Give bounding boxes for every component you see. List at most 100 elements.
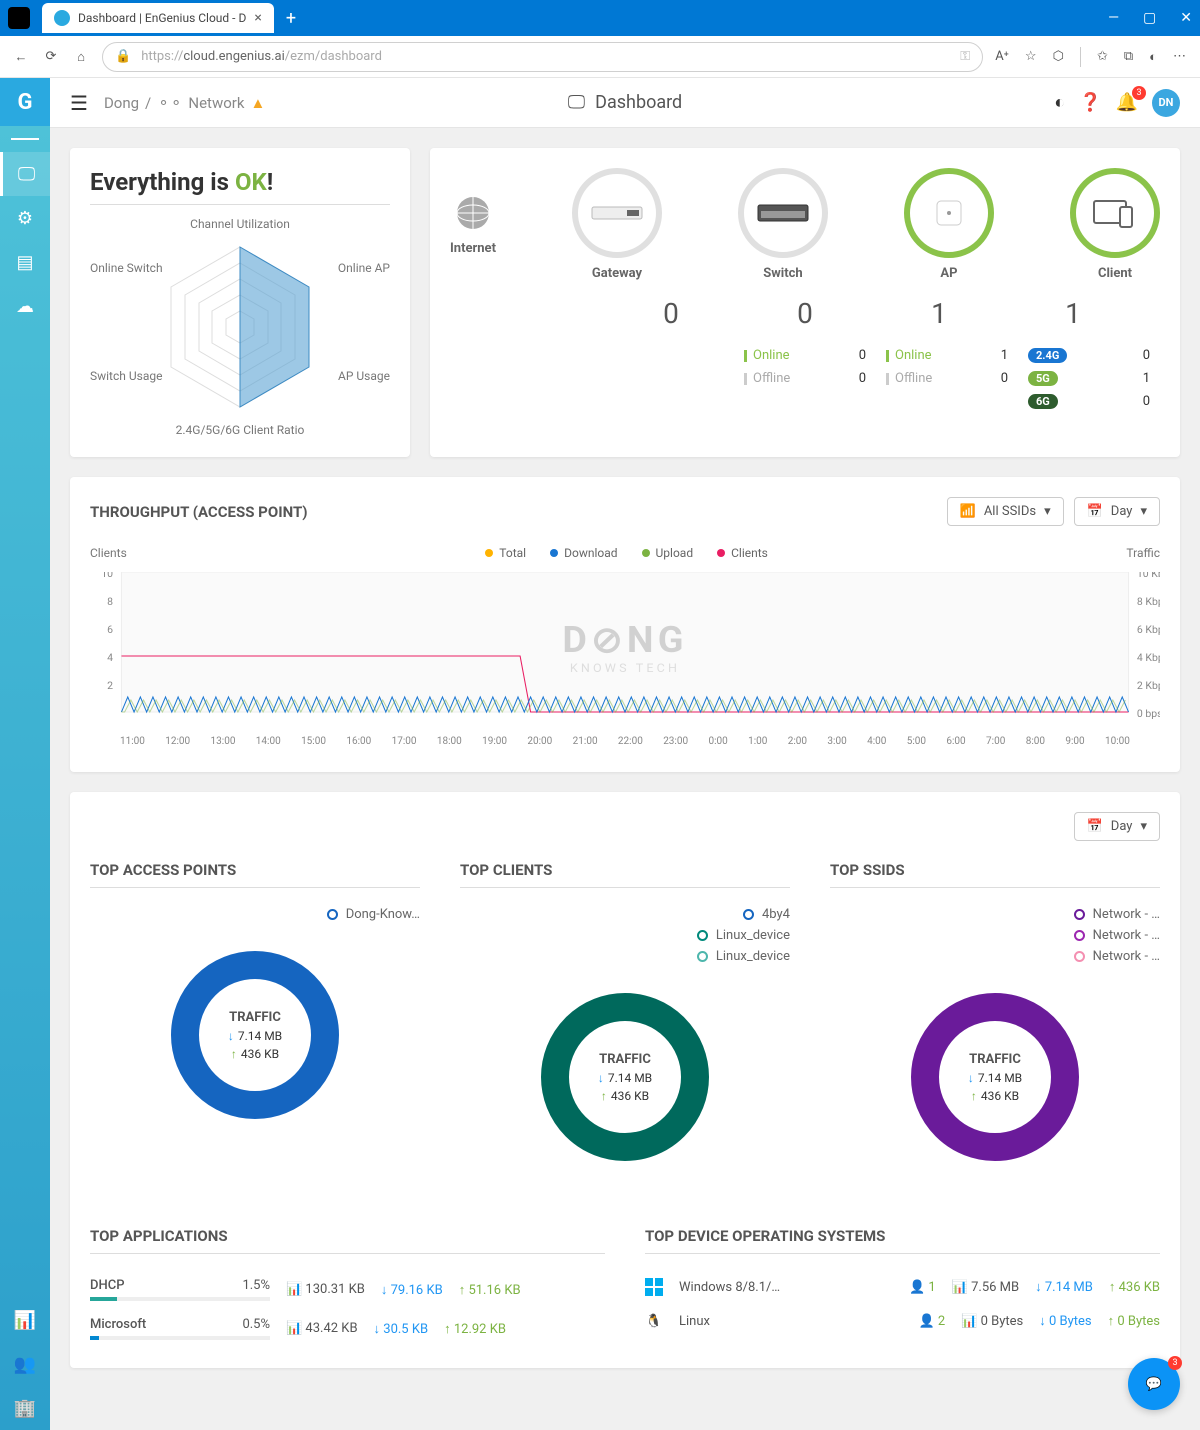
tops-legend-item[interactable]: 4by4 [460, 904, 790, 925]
topology-item[interactable]: Gateway [572, 168, 662, 281]
radar-label: Online Switch [90, 261, 163, 275]
topology-item[interactable]: Switch [738, 168, 828, 281]
browser-menu-icon[interactable]: ⋯ [1173, 49, 1188, 64]
favorites-bar-icon[interactable]: ✩ [1097, 49, 1108, 64]
topology-item[interactable]: AP [904, 168, 994, 281]
sidebar-building-icon[interactable]: 🏢 [0, 1386, 50, 1430]
sidebar-stats-icon[interactable]: 📊 [0, 1298, 50, 1342]
radar-label: Online AP [338, 261, 390, 275]
window-maximize-icon[interactable]: ▢ [1143, 10, 1156, 26]
password-key-icon[interactable]: ⚿ [960, 49, 970, 64]
svg-text:4: 4 [107, 651, 113, 664]
warning-icon[interactable]: ▲ [250, 94, 265, 112]
read-aloud-icon[interactable]: A⁺ [995, 49, 1009, 64]
svg-text:6 Kbps: 6 Kbps [1137, 623, 1160, 636]
window-minimize-icon[interactable]: — [1108, 10, 1119, 26]
sidebar-users-icon[interactable]: 👥 [0, 1342, 50, 1386]
app-row[interactable]: DHCP1.5%📊 130.31 KB↓ 79.16 KB↑ 51.16 KB [90, 1270, 605, 1309]
tab-title: Dashboard | EnGenius Cloud - D [78, 11, 246, 25]
x-tick: 0:00 [708, 736, 727, 747]
os-row[interactable]: Windows 8/8.1/…👤 1📊 7.56 MB↓ 7.14 MB↑ 43… [645, 1270, 1160, 1304]
topology-item[interactable]: Client [1070, 168, 1160, 281]
tops-column: TOP ACCESS POINTSDong-Know…TRAFFIC↓7.14 … [90, 861, 420, 1167]
x-tick: 5:00 [907, 736, 926, 747]
workspaces-icon[interactable] [8, 7, 30, 29]
band-row: 2.4G0 [1028, 344, 1150, 367]
reload-icon[interactable]: ⟳ [42, 48, 60, 66]
svg-text:4 Kbps: 4 Kbps [1137, 651, 1160, 664]
dashboard-icon: 🖵 [568, 92, 585, 113]
tops-legend-item[interactable]: Network - … [830, 946, 1160, 967]
topology-item[interactable]: Internet [450, 193, 496, 256]
radar-chart [90, 217, 390, 437]
sidebar-cloud-icon[interactable]: ☁ [0, 284, 50, 328]
x-tick: 17:00 [392, 736, 417, 747]
radar-label: Switch Usage [90, 369, 162, 383]
os-row[interactable]: 🐧Linux👤 2📊 0 Bytes↓ 0 Bytes↑ 0 Bytes [645, 1304, 1160, 1338]
legend-item: Upload [642, 546, 694, 560]
user-avatar[interactable]: DN [1152, 89, 1180, 117]
throughput-chart: 108642 10 Kbps8 Kbps6 Kbps4 Kbps2 Kbps0 … [90, 572, 1160, 752]
x-tick: 14:00 [256, 736, 281, 747]
topology-card: InternetGatewaySwitchAPClient 0011 Onlin… [430, 148, 1180, 457]
extension-icon[interactable]: ⬡ [1053, 49, 1064, 64]
tops-legend-item[interactable]: Network - … [830, 904, 1160, 925]
x-tick: 20:00 [527, 736, 552, 747]
sidebar-settings-icon[interactable]: ⚙ [0, 196, 50, 240]
tops-legend-item[interactable]: Linux_device [460, 946, 790, 967]
legend-item: Clients [717, 546, 768, 560]
x-tick: 15:00 [301, 736, 326, 747]
browser-tab[interactable]: Dashboard | EnGenius Cloud - D × [42, 3, 274, 33]
app-topbar: ☰ Dong / ⚬⚬ Network ▲ 🖵 Dashboard ◐ ❓ 🔔3… [50, 78, 1200, 128]
help-icon[interactable]: ❓ [1079, 92, 1101, 113]
favorite-icon[interactable]: ☆ [1025, 49, 1037, 64]
new-tab-button[interactable]: + [278, 8, 304, 29]
right-axis-label: Traffic [1126, 546, 1160, 568]
app-row[interactable]: Microsoft0.5%📊 43.42 KB↓ 30.5 KB↑ 12.92 … [90, 1309, 605, 1348]
tops-time-dropdown[interactable]: 📅Day▾ [1074, 812, 1160, 841]
svg-text:0 bps: 0 bps [1137, 707, 1160, 720]
hamburger-icon[interactable]: ☰ [70, 91, 88, 115]
chat-bubble-button[interactable]: 💬3 [1128, 1358, 1180, 1410]
svg-text:10 Kbps: 10 Kbps [1137, 572, 1160, 580]
throughput-card: THROUGHPUT (ACCESS POINT) 📶All SSIDs▾ 📅D… [70, 477, 1180, 772]
sidebar: G 🖵 ⚙ ▤ ☁ 📊 👥 🏢 [0, 78, 50, 1430]
topology-count: 0 [738, 297, 872, 330]
site-info-icon[interactable]: 🔒 [115, 49, 131, 64]
sidebar-divider [11, 138, 39, 140]
x-tick: 4:00 [867, 736, 886, 747]
notification-badge: 3 [1132, 86, 1146, 100]
sidebar-dashboard-icon[interactable]: 🖵 [0, 152, 50, 196]
app-logo-icon[interactable]: G [0, 78, 50, 126]
tops-legend-item[interactable]: Dong-Know… [90, 904, 420, 925]
ap-status-col: Online1 Offline0 [886, 344, 1008, 413]
x-tick: 21:00 [573, 736, 598, 747]
tops-legend-item[interactable]: Linux_device [460, 925, 790, 946]
x-tick: 1:00 [748, 736, 767, 747]
x-tick: 12:00 [165, 736, 190, 747]
back-icon[interactable]: ← [12, 48, 30, 66]
tops-column: TOP CLIENTS4by4Linux_deviceLinux_deviceT… [460, 861, 790, 1167]
tab-close-icon[interactable]: × [254, 10, 261, 26]
x-tick: 9:00 [1065, 736, 1084, 747]
url-input[interactable]: 🔒 https://cloud.engenius.ai/ezm/dashboar… [102, 42, 983, 72]
x-tick: 10:00 [1105, 736, 1130, 747]
tops-legend-item[interactable]: Network - … [830, 925, 1160, 946]
band-row: 6G0 [1028, 390, 1150, 413]
reader-icon[interactable]: ◐ [1149, 49, 1157, 65]
notification-bell-icon[interactable]: 🔔3 [1116, 92, 1138, 113]
toolbar-divider [1080, 47, 1081, 67]
ssid-filter-dropdown[interactable]: 📶All SSIDs▾ [947, 497, 1064, 526]
sidebar-reports-icon[interactable]: ▤ [0, 240, 50, 284]
home-icon[interactable]: ⌂ [72, 48, 90, 66]
x-tick: 22:00 [618, 736, 643, 747]
x-tick: 2:00 [788, 736, 807, 747]
theme-toggle-icon[interactable]: ◐ [1054, 92, 1065, 113]
top-apps-title: TOP APPLICATIONS [90, 1227, 605, 1254]
window-close-icon[interactable]: ✕ [1180, 10, 1192, 26]
breadcrumb[interactable]: Dong / ⚬⚬ Network ▲ [104, 94, 265, 112]
topology-count: 1 [1006, 297, 1140, 330]
time-range-dropdown[interactable]: 📅Day▾ [1074, 497, 1160, 526]
page-title: 🖵 Dashboard [568, 92, 682, 113]
collections-icon[interactable]: ⧉ [1124, 49, 1133, 64]
